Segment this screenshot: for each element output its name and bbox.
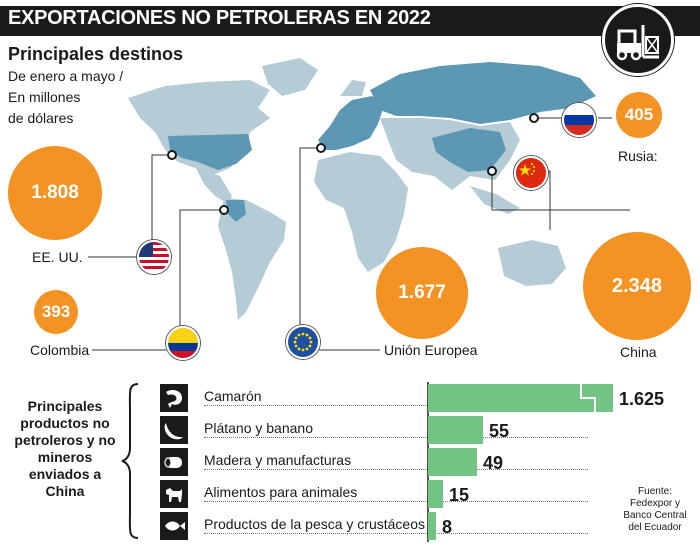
source-line: Banco Central — [623, 510, 687, 521]
product-label: Productos de la pesca y crustáceos — [204, 516, 428, 532]
shrimp-icon — [160, 384, 188, 412]
period-note-line: de dólares — [8, 110, 74, 126]
bar-value-label: 8 — [442, 517, 452, 537]
axis-break-mark — [580, 384, 596, 412]
south-america-shape — [218, 198, 286, 320]
source-line: Fuente: — [638, 486, 672, 497]
product-label: Camarón — [204, 388, 264, 404]
bar-3 — [428, 480, 443, 508]
bar-value-label: 1.625 — [619, 389, 664, 409]
products-heading-line: Principales — [27, 398, 103, 414]
greenland-shape — [262, 58, 318, 96]
dog-icon — [160, 480, 188, 508]
bar-2 — [428, 448, 477, 476]
bar-4 — [428, 512, 436, 540]
bar-value-label: 49 — [483, 453, 503, 473]
australia-shape — [498, 240, 566, 286]
bar-1 — [428, 416, 483, 444]
label-union-europea: Unión Europea — [384, 342, 478, 358]
russia-flag — [562, 103, 596, 137]
banana-icon — [160, 416, 188, 444]
forklift-icon — [602, 4, 674, 76]
bar-value-label: 15 — [449, 485, 469, 505]
bubble-union-europea: 1.677 — [376, 247, 468, 339]
product-label: Plátano y banano — [204, 420, 315, 436]
period-note-line: En millones — [8, 89, 81, 105]
bubble-ee-uu: 1.808 — [8, 146, 102, 240]
label-rusia: Rusia: — [618, 148, 658, 164]
product-label: Madera y manufacturas — [204, 452, 354, 468]
products-heading-line: enviados a — [28, 466, 102, 482]
russia-shape — [370, 62, 596, 124]
fish-icon — [160, 512, 188, 540]
usa-flag — [137, 240, 171, 274]
africa-shape — [314, 152, 408, 272]
world-map — [88, 58, 630, 351]
china-shape — [432, 128, 506, 172]
label-ee-uu: EE. UU. — [32, 249, 83, 265]
period-note: De enero a mayo / En millones de dólares — [8, 66, 148, 129]
product-label: Alimentos para animales — [204, 484, 360, 500]
period-note-line: De enero a mayo / — [8, 68, 124, 84]
source-line: Fedexpor y — [629, 498, 681, 509]
eu-shape — [318, 96, 384, 150]
page-title: EXPORTACIONES NO PETROLERAS EN 2022 — [8, 7, 431, 29]
colombia-shape — [226, 200, 246, 222]
bubble-china: 2.348 — [583, 232, 691, 340]
wood-log-icon — [160, 448, 188, 476]
label-colombia: Colombia — [30, 342, 90, 358]
products-heading-line: China — [45, 483, 85, 499]
bar-value-label: 55 — [489, 421, 509, 441]
products-heading-line: productos no — [20, 415, 110, 431]
bubble-rusia: 405 — [616, 92, 662, 138]
source-line: del Ecuador — [628, 522, 682, 533]
products-heading-line: mineros — [37, 449, 93, 465]
eu-flag — [286, 325, 320, 359]
title-bar: EXPORTACIONES NO PETROLERAS EN 2022 — [0, 0, 700, 36]
usa-shape — [168, 134, 252, 170]
products-heading-line: petroleros y no — [14, 432, 116, 448]
brace — [121, 383, 139, 539]
label-china: China — [620, 344, 657, 360]
source-note: Fuente: Fedexpor y Banco Central del Ecu… — [612, 486, 698, 534]
products-heading: Principales productos no petroleros y no… — [6, 398, 124, 500]
colombia-flag — [166, 326, 200, 360]
chart-subtitle: Principales destinos — [8, 44, 184, 64]
bubble-colombia: 393 — [34, 290, 78, 334]
china-flag — [514, 156, 548, 190]
